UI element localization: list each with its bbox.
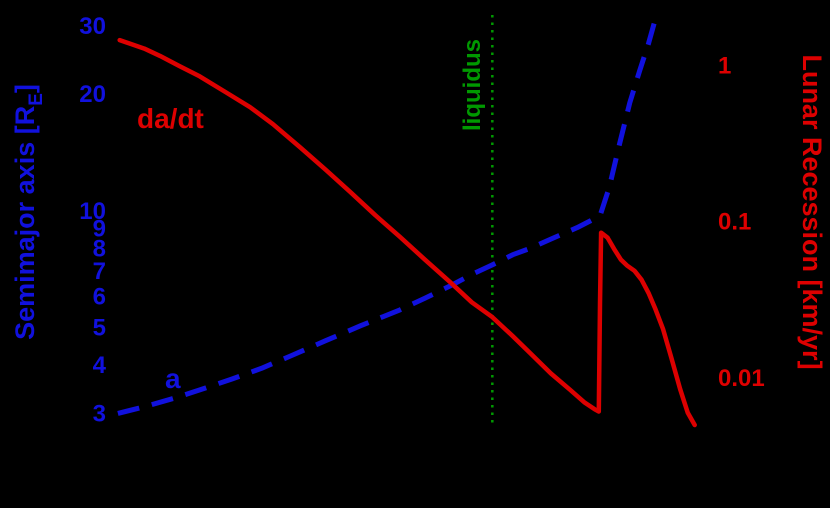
left-axis-label: Semimajor axis [RE]: [10, 84, 47, 340]
right-axis-label: Lunar Recession [km/yr]: [797, 54, 827, 369]
tick-label: 30: [79, 13, 106, 40]
left-axis-label-sub: E: [26, 93, 47, 106]
series-a-line: [117, 19, 658, 416]
left-axis-label-pre: Semimajor axis [R: [10, 106, 40, 340]
tick-label: 0.01: [718, 365, 765, 392]
right-axis-tick-labels: 1 0.1 0.01: [718, 52, 765, 392]
series-label-dadt: da/dt: [137, 103, 204, 134]
series-dadt-line: [117, 37, 697, 428]
tick-label: 10: [79, 198, 106, 225]
tick-label: 7: [93, 258, 106, 285]
tick-label: 3: [93, 400, 106, 427]
series-label-a: a: [165, 363, 181, 394]
liquidus-label: liquidus: [459, 39, 486, 131]
tick-label: 20: [79, 81, 106, 108]
tick-label: 8: [93, 235, 106, 262]
tick-label: 5: [93, 314, 106, 341]
left-axis-label-post: ]: [10, 84, 40, 93]
tick-label: 1: [718, 52, 731, 79]
tick-label: 9: [93, 216, 106, 243]
tick-label: 6: [93, 284, 106, 311]
tick-label: 0.1: [718, 209, 751, 236]
tick-label: 4: [93, 352, 107, 379]
